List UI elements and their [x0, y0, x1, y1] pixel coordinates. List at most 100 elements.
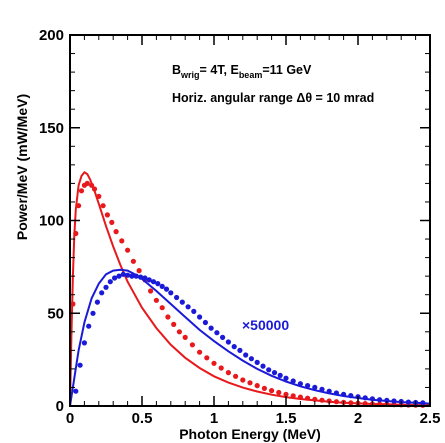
blue-data-point [94, 299, 100, 305]
blue-data-point [384, 397, 390, 403]
blue-data-point [107, 279, 113, 285]
red-data-point [73, 230, 79, 237]
x-tick-label: 2 [354, 410, 362, 427]
red-data-point [204, 355, 210, 361]
red-data-point [89, 182, 95, 188]
blue-data-point [120, 271, 126, 277]
red-data-point [297, 394, 303, 400]
blue-data-point [86, 323, 92, 329]
red-data-point [182, 334, 188, 340]
red-data-point [211, 360, 217, 366]
red-data-point [153, 297, 159, 303]
axis-ticks [69, 34, 431, 407]
blue-data-point [155, 281, 161, 287]
blue-data-point [174, 294, 180, 301]
annotation-b-main: B [172, 63, 181, 77]
annotation-e-sub: beam [239, 70, 263, 80]
blue-data-point [290, 378, 296, 384]
red-data-point [283, 391, 289, 397]
blue-data-point [220, 334, 226, 340]
red-data-point [104, 212, 110, 218]
blue-calc-line [69, 268, 431, 407]
blue-data-point [179, 299, 185, 305]
blue-data-point [254, 359, 260, 365]
tick-labels: 0 0.5 1 1.5 2 2.5 0 50 100 150 200 [39, 27, 440, 427]
blue-data-point [297, 381, 303, 387]
y-tick-label: 50 [47, 305, 64, 322]
blue-data-point [214, 330, 220, 336]
blue-data-point [197, 314, 203, 320]
y-axis-title: Power/MeV (mW/MeV) [14, 94, 30, 240]
red-data-point [100, 203, 106, 209]
blue-data-point [142, 275, 148, 281]
red-data-point [148, 288, 154, 294]
blue-data-point [305, 383, 311, 389]
blue-data-point [369, 396, 375, 402]
blue-data-point [185, 304, 191, 310]
red-data-point [165, 314, 171, 320]
blue-data-point [90, 310, 96, 316]
red-data-point [125, 247, 131, 253]
red-data-point [218, 365, 224, 371]
blue-data-point [150, 279, 157, 285]
red-data-point [189, 342, 195, 348]
red-data-point [78, 188, 85, 194]
blue-data-point [237, 347, 243, 353]
red-data-point [119, 238, 125, 244]
blue-data-point [168, 290, 174, 296]
annotation-b-rest: = 4T, E [200, 63, 239, 77]
red-data-point [348, 400, 354, 406]
blue-data-point [260, 363, 266, 369]
blue-data-point [202, 319, 208, 326]
annotation-b-sub: wrig [180, 70, 200, 80]
red-data-point [240, 377, 246, 383]
blue-data-point [377, 397, 383, 403]
y-tick-label: 0 [56, 398, 64, 415]
red-data-point [109, 219, 115, 225]
annotation-angular-range: Horiz. angular range Δθ = 10 mrad [172, 91, 374, 105]
x-axis-title: Photon Energy (MeV) [179, 426, 321, 442]
annotation-e-rest: =11 GeV [262, 63, 312, 77]
blue-data-point [129, 273, 135, 279]
x-tick-label: 2.5 [420, 410, 441, 427]
red-data-point [269, 388, 275, 394]
red-data-point [254, 383, 260, 389]
blue-data-point [103, 284, 109, 290]
red-data-point [197, 349, 203, 355]
x-tick-label: 1 [210, 410, 218, 427]
annotation-multiplier: ×50000 [242, 317, 289, 333]
plot-marks [69, 170, 431, 408]
red-data-point [136, 268, 142, 274]
blue-data-point [341, 391, 347, 397]
red-data-point [176, 329, 182, 335]
blue-data-point [73, 388, 79, 394]
blue-data-point [99, 290, 105, 296]
blue-data-point [138, 274, 144, 280]
blue-data-point [81, 340, 87, 346]
x-tick-label: 0.5 [132, 410, 153, 427]
y-tick-label: 100 [39, 213, 64, 230]
red-data-point [70, 301, 76, 307]
annotation-field-params: Bwrig= 4T, Ebeam=11 GeV [172, 63, 312, 80]
blue-data-point [112, 275, 118, 281]
blue-data-point [348, 393, 354, 399]
blue-data-point [271, 370, 278, 376]
blue-data-point [208, 325, 214, 331]
y-tick-label: 200 [39, 27, 64, 44]
blue-data-point [266, 367, 272, 373]
blue-data-point [163, 286, 170, 292]
red-data-point [159, 305, 165, 311]
red-data-point [233, 373, 239, 379]
blue-data-point [146, 277, 152, 283]
blue-data-point [362, 395, 368, 401]
red-data-point [84, 180, 90, 186]
blue-data-point [231, 344, 237, 350]
red-data-point [76, 203, 82, 209]
blue-data-point [283, 375, 289, 381]
blue-data-point [405, 399, 411, 405]
y-tick-label: 150 [39, 120, 64, 137]
red-data-point [171, 321, 177, 327]
red-data-point [362, 401, 368, 407]
blue-data-point [319, 386, 325, 392]
